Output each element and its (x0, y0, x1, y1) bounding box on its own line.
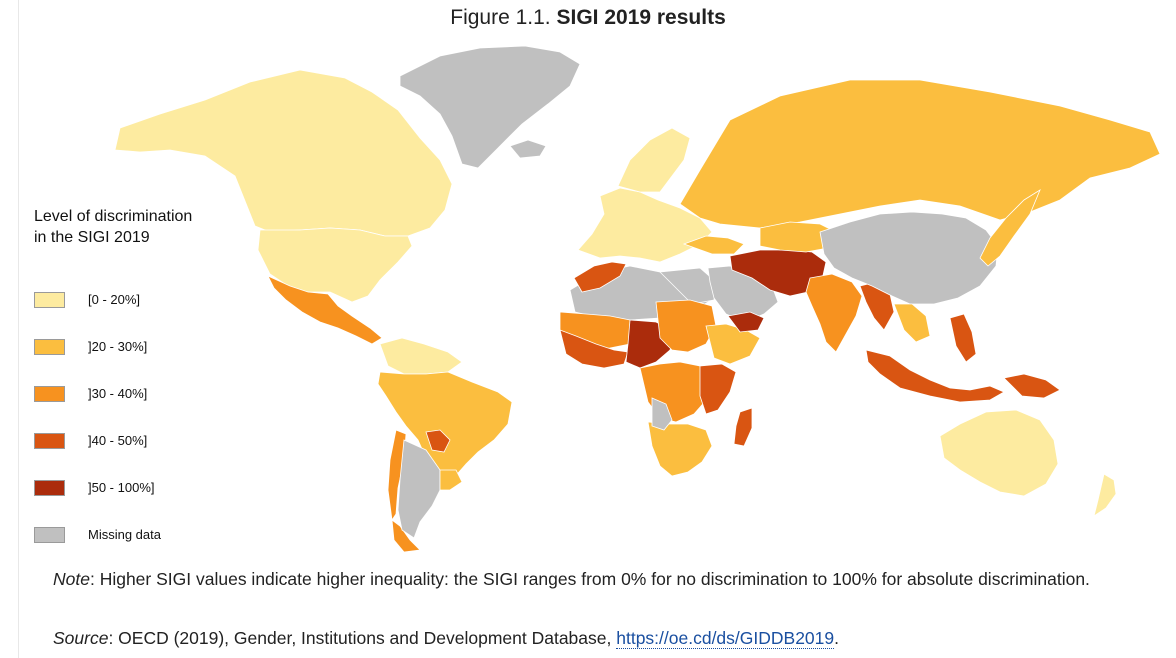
legend-label: ]30 - 40%] (88, 386, 148, 401)
figure-number: Figure 1.1. (450, 6, 551, 29)
legend-title: Level of discrimination in the SIGI 2019 (34, 206, 234, 248)
figure-title-text: SIGI 2019 results (556, 6, 726, 29)
region-russia (679, 79, 1161, 229)
legend-item: ]30 - 40%] (34, 384, 234, 406)
region-papua (1003, 373, 1061, 399)
source-link[interactable]: https://oe.cd/ds/GIDDB2019 (616, 628, 835, 649)
region-south-america (377, 371, 513, 491)
legend-item: ]50 - 100%] (34, 478, 234, 500)
region-mexico-central-america (267, 275, 383, 345)
region-greenland (399, 45, 581, 169)
region-canada-alaska (114, 69, 453, 237)
legend-title-line2: in the SIGI 2019 (34, 229, 150, 246)
region-new-zealand (1093, 473, 1117, 517)
legend-item: ]40 - 50%] (34, 431, 234, 453)
region-east-africa (699, 363, 737, 415)
region-indonesia (865, 349, 1005, 403)
region-southern-africa (647, 421, 713, 477)
region-angola-drc-south (651, 397, 673, 431)
page-margin-rule (18, 0, 19, 658)
region-iceland (509, 139, 547, 159)
map-legend: Level of discrimination in the SIGI 2019… (34, 206, 234, 543)
region-australia (939, 409, 1059, 497)
legend-label: Missing data (88, 527, 161, 542)
note-label: Note (53, 569, 90, 589)
region-india (805, 273, 863, 353)
region-sudan (655, 299, 717, 353)
figure-source: Source: OECD (2019), Gender, Institution… (53, 626, 1093, 650)
legend-label: ]50 - 100%] (88, 480, 155, 495)
region-scandinavia (617, 127, 691, 193)
region-venezuela-colombia (379, 337, 463, 375)
region-china-mongolia (819, 211, 999, 305)
legend-item: ]20 - 30%] (34, 337, 234, 359)
legend-swatch (34, 433, 65, 449)
legend-swatch (34, 480, 65, 496)
legend-swatch (34, 386, 65, 402)
source-end: . (834, 628, 840, 648)
source-label: Source (53, 628, 109, 648)
legend-label: ]40 - 50%] (88, 433, 148, 448)
legend-title-line1: Level of discrimination (34, 208, 193, 225)
figure-note: Note: Higher SIGI values indicate higher… (53, 567, 1093, 591)
region-west-africa-coast (559, 329, 629, 369)
region-turkey (682, 235, 745, 255)
region-morocco-algeria-north (573, 261, 627, 293)
region-uruguay (439, 469, 463, 491)
legend-label: [0 - 20%] (88, 292, 141, 307)
region-ethiopia-horn (705, 323, 761, 365)
legend-label: ]20 - 30%] (88, 339, 148, 354)
legend-item: Missing data (34, 525, 234, 547)
region-yemen (727, 311, 765, 333)
region-argentina (397, 439, 441, 539)
region-patagonia (391, 519, 421, 553)
region-madagascar (733, 407, 753, 447)
region-japan-korea (979, 188, 1041, 267)
region-paraguay (425, 429, 451, 453)
note-text: : Higher SIGI values indicate higher ine… (89, 569, 1090, 589)
world-map (114, 45, 1161, 553)
region-southeast-asia (893, 303, 931, 343)
source-text: : OECD (2019), Gender, Institutions and … (108, 628, 617, 648)
region-philippines (949, 313, 977, 363)
legend-swatch (34, 292, 65, 308)
legend-swatch (34, 339, 65, 355)
legend-item: [0 - 20%] (34, 290, 234, 312)
figure-title: Figure 1.1. SIGI 2019 results (0, 6, 1176, 30)
legend-swatch (34, 527, 65, 543)
